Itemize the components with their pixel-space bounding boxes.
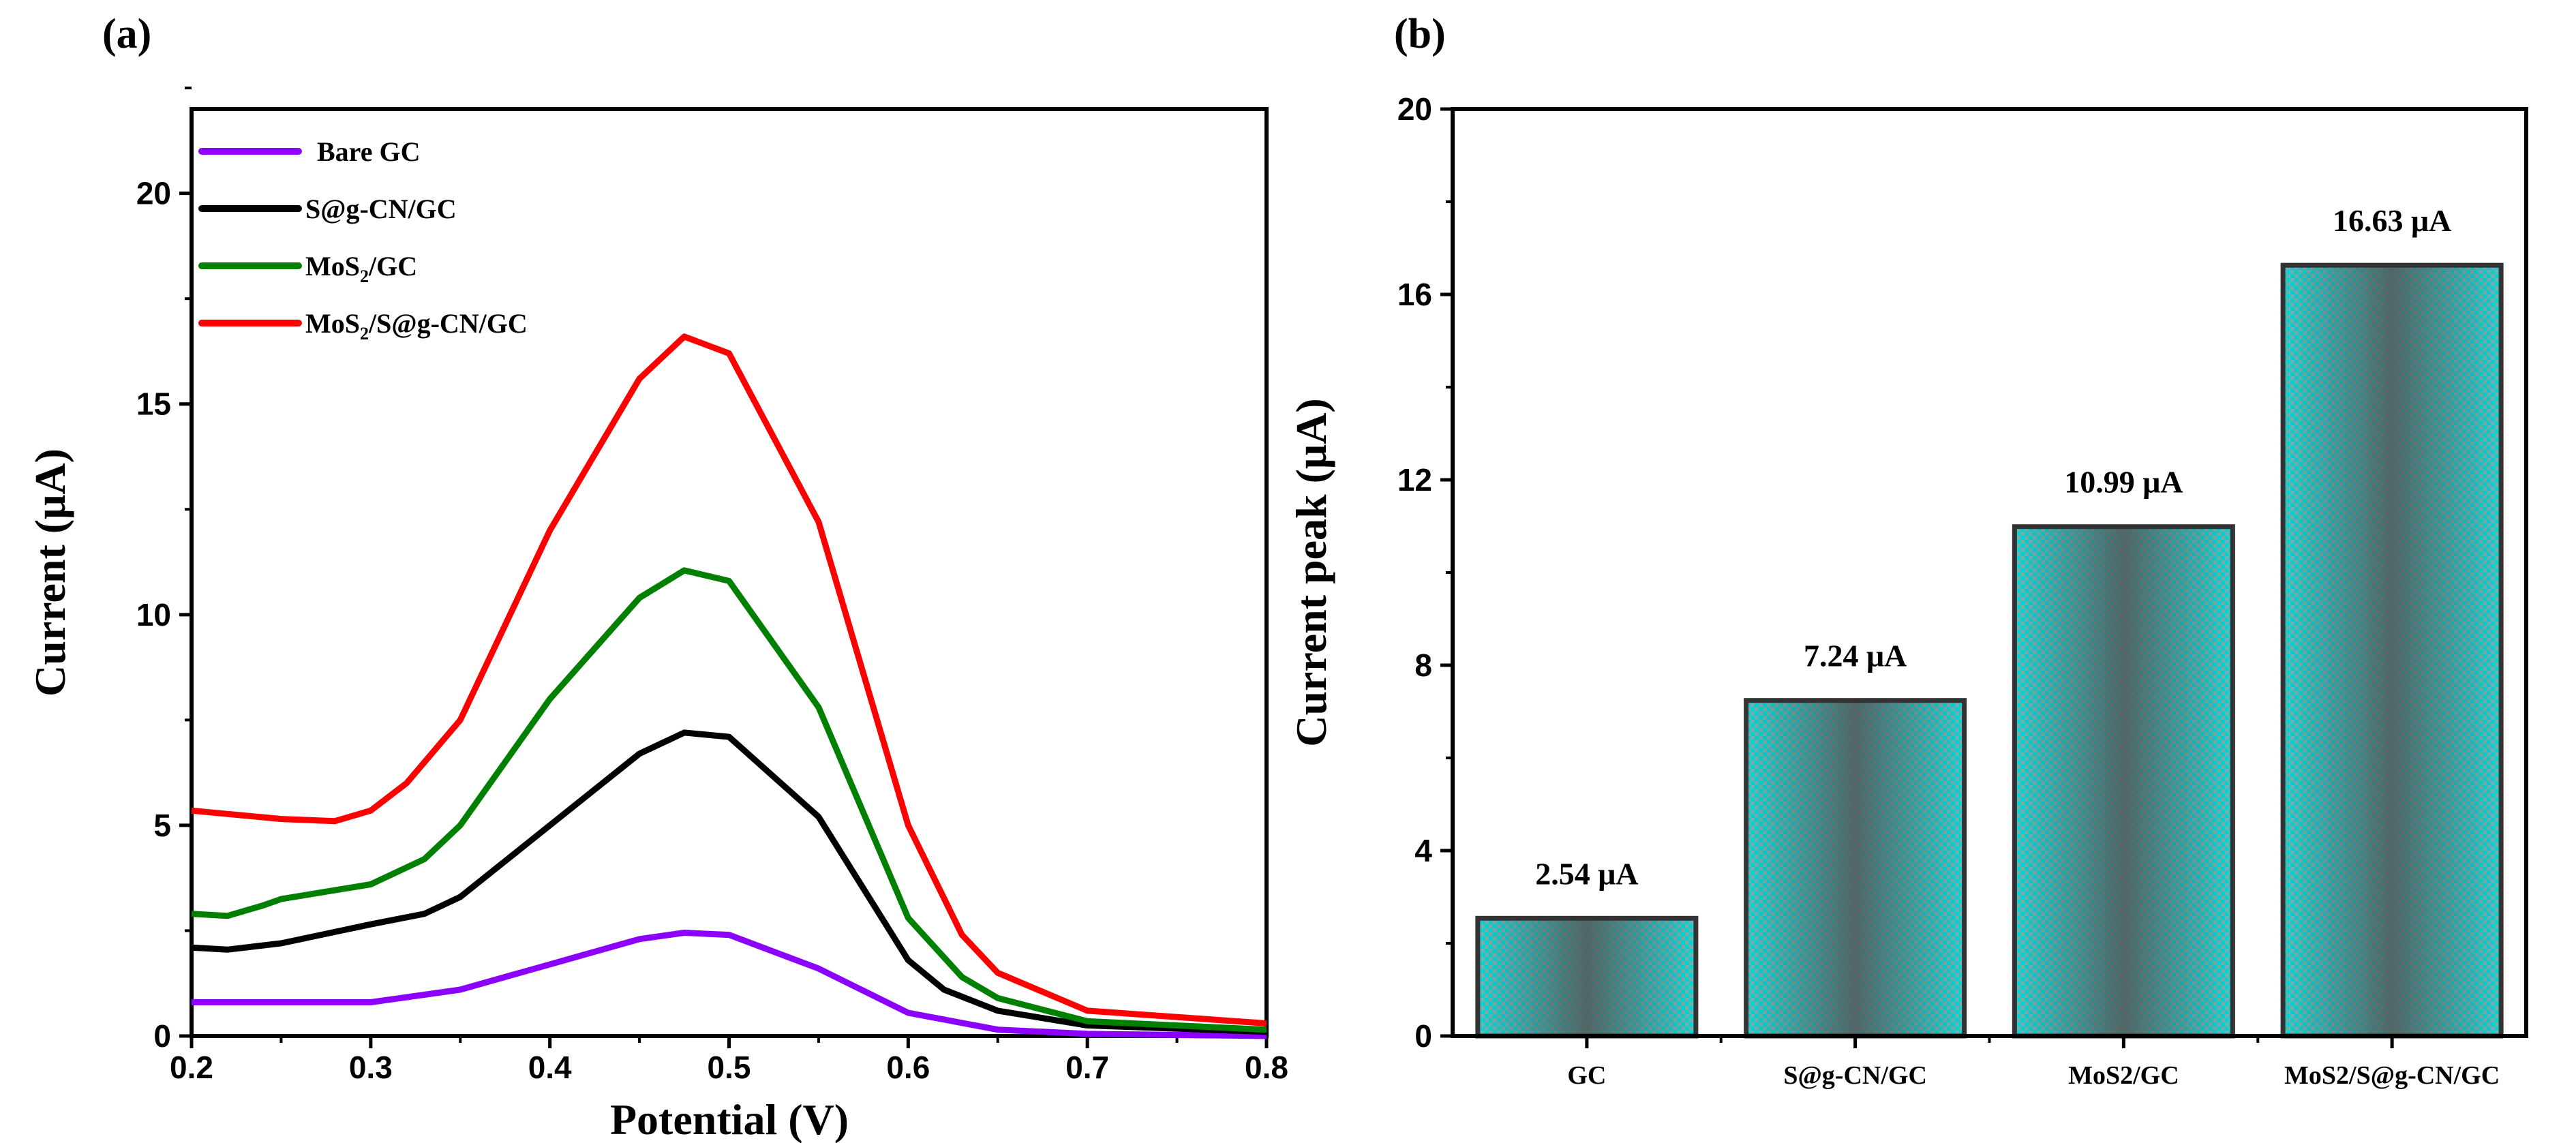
y-tick-label: 12 (1397, 462, 1432, 498)
y-tick-label: 20 (136, 176, 171, 211)
category-label: S@g-CN/GC (1783, 1061, 1927, 1090)
legend-label-subscript: 2 (360, 324, 369, 344)
bar-shade (2283, 265, 2502, 1036)
x-axis-label: Potential (V) (610, 1095, 849, 1143)
y-axis-label: Current (μA) (26, 448, 74, 697)
bar-2: 10.99 μA (2012, 465, 2235, 1039)
b-bars: 2.54 μA 7.24 μA 10.99 μA 16.63 μA (1475, 203, 2504, 1039)
legend-label-text: S@g-CN/GC (305, 194, 457, 224)
bar-data-label: 2.54 μA (1535, 856, 1638, 891)
bar-shade (1477, 918, 1696, 1036)
bar-3: 16.63 μA (2280, 203, 2504, 1039)
y-tick-label: 4 (1414, 833, 1432, 868)
bar-0: 2.54 μA (1475, 856, 1699, 1039)
panel-label-a: (a) (102, 11, 151, 57)
bar-data-label: 10.99 μA (2064, 465, 2183, 500)
category-label: GC (1567, 1061, 1606, 1090)
x-tick-label: 0.6 (886, 1050, 930, 1085)
legend-label-2: MoS2/GC (305, 251, 417, 286)
y-axis-label-b: Current peak (μA) (1287, 398, 1335, 747)
bar-shade (1746, 700, 1965, 1036)
plot-frame-a (190, 107, 1269, 1038)
legend-label-subscript: 2 (360, 266, 369, 286)
a-series (191, 333, 1267, 1039)
y-tick-label: 5 (153, 808, 171, 843)
series-line-3 (191, 333, 1267, 1026)
y-tick-label: 15 (136, 386, 171, 422)
x-tick-label: 0.8 (1245, 1050, 1288, 1085)
y-tick-label: 0 (1414, 1018, 1432, 1054)
x-tick-label: 0.7 (1065, 1050, 1109, 1085)
y-tick-label: 20 (1397, 91, 1432, 127)
legend-label-text: MoS (305, 308, 360, 339)
series-line-1 (191, 729, 1267, 1035)
line-chart-panel-a: (a) 0.2 0.3 0.4 0.5 0.6 0.7 0.8 0 5 10 15 20 Bare G… (26, 11, 1288, 1143)
y-tick-label: 0 (153, 1018, 171, 1054)
legend-label-text: MoS (305, 251, 360, 281)
legend-label-text: Bare GC (317, 136, 420, 167)
legend-label-text: /GC (368, 251, 417, 281)
bar-1: 7.24 μA (1744, 639, 1967, 1039)
y-tick-label: 8 (1414, 647, 1432, 683)
bar-chart-panel-b: (b) 2.54 μA 7.24 μA 10.99 μA 16.63 μA GC S@g… (1287, 11, 2528, 1090)
bar-shade (2014, 526, 2233, 1036)
a-axes: 0.2 0.3 0.4 0.5 0.6 0.7 0.8 0 5 10 15 20 (136, 87, 1288, 1085)
x-tick-label: 0.4 (528, 1050, 572, 1085)
legend-label-1: S@g-CN/GC (305, 194, 457, 224)
legend-label-text: /S@g-CN/GC (368, 308, 528, 339)
panel-label-b: (b) (1394, 11, 1446, 57)
series-line-2 (191, 567, 1267, 1033)
y-tick-label: 10 (136, 597, 171, 633)
x-tick-label: 0.2 (170, 1050, 213, 1085)
category-label: MoS2/S@g-CN/GC (2284, 1061, 2500, 1090)
legend-label-0: Bare GC (317, 136, 420, 167)
b-axes: GC S@g-CN/GC MoS2/GC MoS2/S@g-CN/GC 0 4 8 12 16 2… (1397, 91, 2528, 1090)
category-label: MoS2/GC (2068, 1061, 2179, 1090)
x-tick-label: 0.3 (349, 1050, 393, 1085)
legend-label-3: MoS2/S@g-CN/GC (305, 308, 528, 344)
x-tick-label: 0.5 (708, 1050, 751, 1085)
bar-data-label: 7.24 μA (1804, 639, 1907, 673)
y-tick-label: 16 (1397, 277, 1432, 312)
series-line-0 (192, 930, 1267, 1039)
bar-data-label: 16.63 μA (2333, 203, 2451, 238)
